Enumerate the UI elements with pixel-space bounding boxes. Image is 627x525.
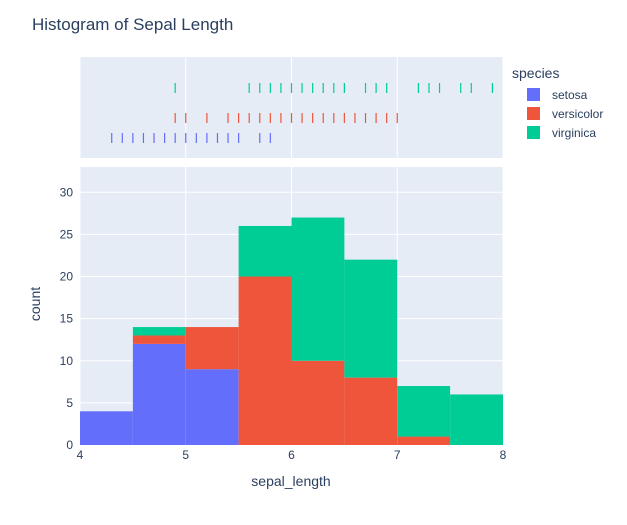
legend-label-virginica: virginica: [552, 126, 596, 140]
bar-virginica: [291, 217, 345, 361]
bar-virginica: [238, 225, 292, 277]
bar-versicolor: [185, 327, 239, 370]
bar-virginica: [397, 386, 451, 437]
x-tick-label: 6: [288, 448, 295, 462]
chart-title: Histogram of Sepal Length: [32, 15, 233, 34]
y-tick-label: 20: [60, 270, 74, 284]
x-tick-label: 4: [77, 448, 84, 462]
bar-virginica: [344, 259, 398, 378]
x-tick-label: 5: [182, 448, 189, 462]
y-tick-label: 10: [60, 354, 74, 368]
y-tick-label: 30: [60, 185, 74, 199]
legend-swatch-setosa: [527, 88, 540, 101]
bar-setosa: [132, 343, 186, 445]
y-tick-label: 0: [66, 438, 73, 452]
y-tick-label: 5: [66, 396, 73, 410]
x-tick-label: 8: [500, 448, 507, 462]
bar-versicolor: [238, 276, 292, 445]
x-axis-ticks: 4 5 6 7 8: [77, 448, 507, 462]
bar-versicolor: [291, 360, 345, 445]
histogram-bars: [80, 217, 503, 445]
legend-label-setosa: setosa: [552, 88, 588, 102]
y-tick-label: 25: [60, 227, 74, 241]
bar-versicolor: [132, 335, 186, 344]
legend-swatch-versicolor: [527, 107, 540, 120]
bar-versicolor: [397, 436, 451, 445]
legend-swatch-virginica: [527, 126, 540, 139]
bar-virginica: [132, 327, 186, 336]
y-axis-label: count: [27, 287, 43, 321]
bar-setosa: [80, 411, 133, 445]
rug-marks: [111, 83, 494, 143]
y-tick-label: 15: [60, 312, 74, 326]
y-axis-ticks: 0 5 10 15 20 25 30: [60, 185, 74, 452]
bar-versicolor: [344, 377, 398, 445]
bar-virginica: [450, 394, 503, 445]
bar-setosa: [185, 369, 239, 445]
legend: species setosa versicolor virginica: [512, 65, 603, 140]
legend-title: species: [512, 65, 559, 81]
x-tick-label: 7: [394, 448, 401, 462]
legend-label-versicolor: versicolor: [552, 107, 603, 121]
x-axis-label: sepal_length: [251, 473, 330, 489]
